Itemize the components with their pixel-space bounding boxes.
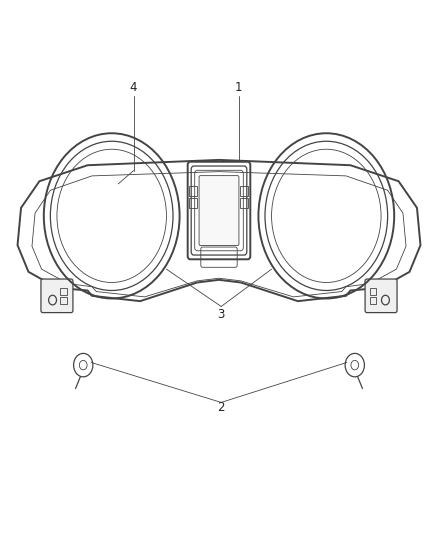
Bar [370, 288, 376, 295]
Bar [240, 186, 248, 196]
Bar [60, 288, 67, 295]
Text: 4: 4 [130, 82, 138, 94]
Text: 1: 1 [235, 82, 243, 94]
FancyBboxPatch shape [199, 176, 239, 245]
FancyBboxPatch shape [365, 279, 397, 312]
Bar [189, 186, 197, 196]
FancyBboxPatch shape [41, 279, 73, 312]
Text: 3: 3 [218, 308, 225, 321]
Text: 2: 2 [217, 401, 225, 414]
Bar [189, 198, 197, 208]
Bar [370, 297, 376, 304]
Bar [240, 198, 248, 208]
Bar [60, 297, 67, 304]
